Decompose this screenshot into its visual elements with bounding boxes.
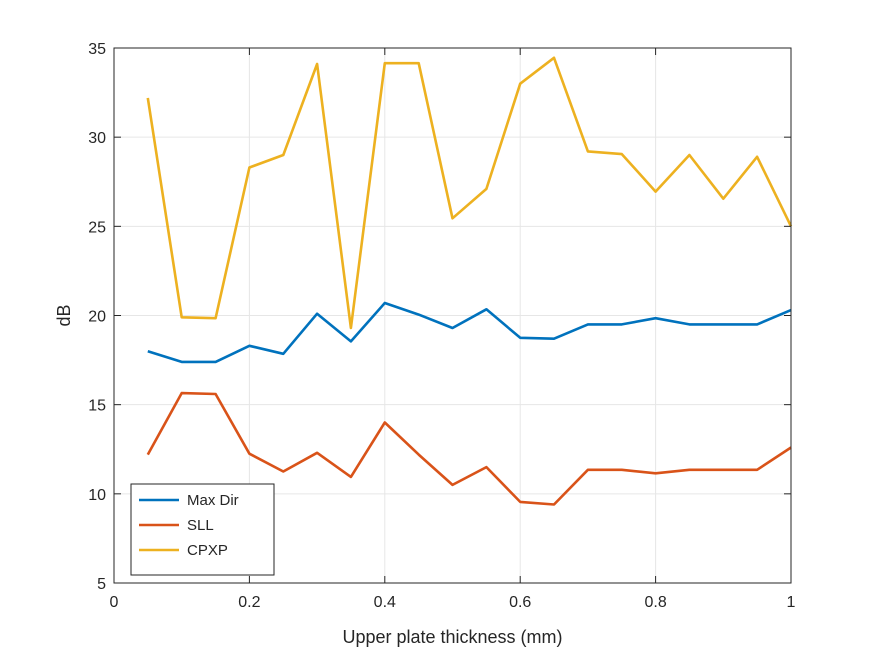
series-line-cpxp	[146, 56, 793, 330]
legend: Max Dir SLL CPXP	[130, 483, 275, 576]
series-line-sll	[146, 391, 792, 506]
x-tick-label: 0.4	[374, 594, 396, 611]
x-tick-label: 0.6	[509, 594, 531, 611]
legend-label: SLL	[187, 517, 214, 534]
legend-label: CPXP	[187, 542, 228, 559]
series-lines	[146, 56, 793, 506]
y-tick-label: 5	[97, 576, 106, 593]
legend-label: Max Dir	[187, 492, 239, 509]
y-tick-label: 10	[88, 487, 106, 504]
y-tick-label: 30	[88, 130, 106, 147]
x-tick-label: 0	[110, 594, 119, 611]
y-tick-label: 15	[88, 398, 106, 415]
y-axis-label: dB	[54, 304, 74, 326]
x-axis-label: Upper plate thickness (mm)	[342, 627, 562, 647]
y-tick-label: 25	[88, 219, 106, 236]
series-line-max-dir	[147, 301, 792, 364]
y-tick-label: 35	[88, 41, 106, 58]
x-tick-label: 0.2	[238, 594, 260, 611]
x-tick-label: 1	[787, 594, 796, 611]
y-tick-label: 20	[88, 309, 106, 326]
x-tick-label: 0.8	[644, 594, 666, 611]
